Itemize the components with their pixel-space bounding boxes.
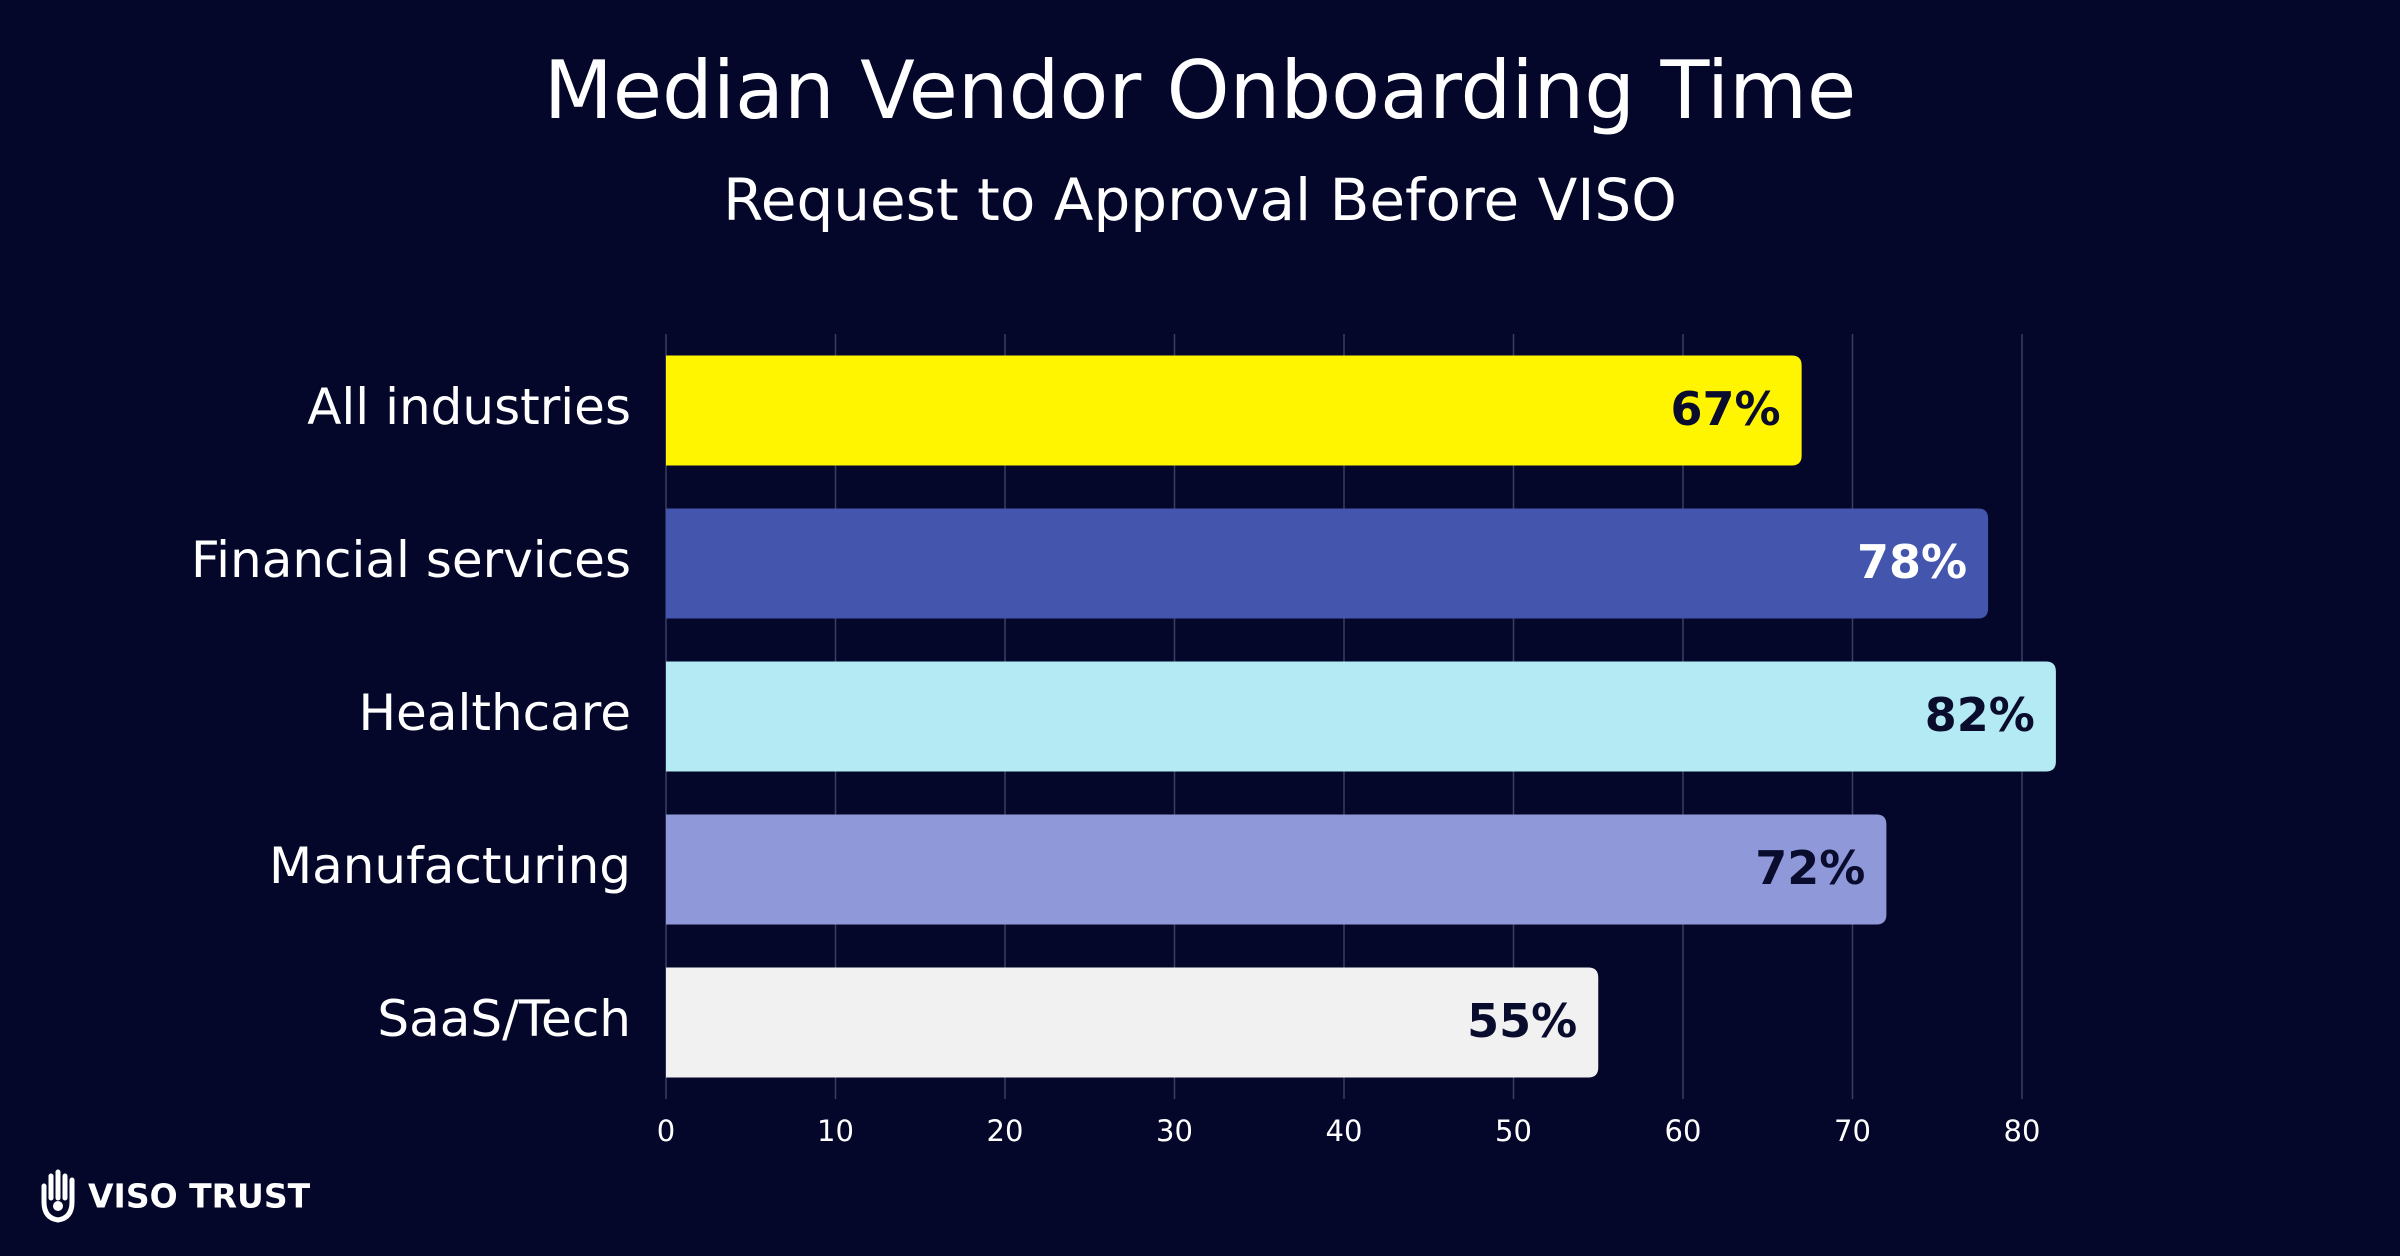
bar xyxy=(666,661,2056,772)
value-label: 55% xyxy=(1467,994,1577,1048)
category-label: Healthcare xyxy=(358,684,631,742)
bar xyxy=(666,967,1599,1078)
x-tick-label: 60 xyxy=(1665,1114,1702,1148)
x-tick-label: 20 xyxy=(987,1114,1024,1148)
x-tick-label: 80 xyxy=(2004,1114,2041,1148)
category-label: All industries xyxy=(307,378,631,436)
brand-name: VISO TRUST xyxy=(88,1177,311,1216)
chart-subtitle: Request to Approval Before VISO xyxy=(723,166,1677,234)
bar xyxy=(666,508,1989,619)
brand-logo: VISO TRUST xyxy=(41,1169,311,1223)
bar xyxy=(666,814,1887,925)
value-label: 82% xyxy=(1925,688,2035,742)
bar xyxy=(666,355,1802,466)
value-label: 72% xyxy=(1755,841,1865,895)
logo-hand xyxy=(41,1169,75,1223)
x-tick-label: 0 xyxy=(657,1114,675,1148)
x-tick-label: 30 xyxy=(1156,1114,1193,1148)
category-label: Manufacturing xyxy=(269,837,631,895)
value-label: 67% xyxy=(1671,382,1781,436)
x-tick-label: 50 xyxy=(1495,1114,1532,1148)
x-tick-label: 10 xyxy=(817,1114,854,1148)
chart-title: Median Vendor Onboarding Time xyxy=(544,44,1857,137)
bars: 67% All industries 78% Financial services 82… xyxy=(191,355,2056,1078)
x-tick-label: 40 xyxy=(1326,1114,1363,1148)
category-label: Financial services xyxy=(191,531,631,589)
logo-eye xyxy=(53,1201,63,1211)
category-label: SaaS/Tech xyxy=(377,990,631,1048)
x-tick-label: 70 xyxy=(1834,1114,1871,1148)
value-label: 78% xyxy=(1857,535,1967,589)
